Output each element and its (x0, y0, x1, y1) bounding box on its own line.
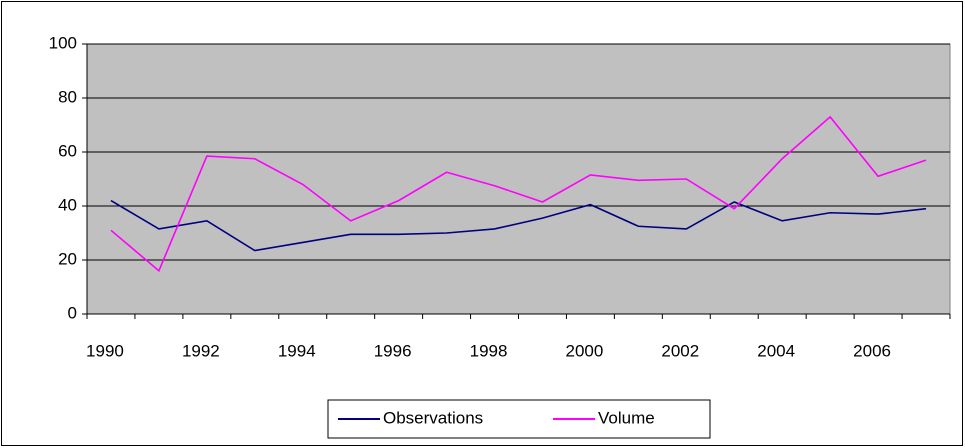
y-tick-label: 80 (58, 87, 77, 106)
x-tick-label: 2002 (661, 341, 699, 360)
x-tick-label: 1994 (278, 341, 316, 360)
x-tick-label: 2000 (566, 341, 604, 360)
x-tick-label: 1992 (182, 341, 220, 360)
series-line (110, 199, 927, 252)
series-line (110, 115, 927, 273)
x-tick-label: 1990 (86, 341, 124, 360)
legend-label: Volume (598, 408, 655, 427)
y-tick-label: 20 (58, 249, 77, 268)
x-tick-label: 2006 (853, 341, 891, 360)
legend-box (327, 399, 711, 439)
x-tick-label: 2004 (757, 341, 795, 360)
y-tick-label: 60 (58, 141, 77, 160)
legend-label: Observations (383, 408, 483, 427)
x-tick-label: 1996 (374, 341, 412, 360)
x-tick-label: 1998 (470, 341, 508, 360)
y-tick-label: 0 (68, 303, 77, 322)
y-tick-label: 100 (49, 33, 77, 52)
y-tick-label: 40 (58, 195, 77, 214)
plot-area (86, 43, 951, 315)
